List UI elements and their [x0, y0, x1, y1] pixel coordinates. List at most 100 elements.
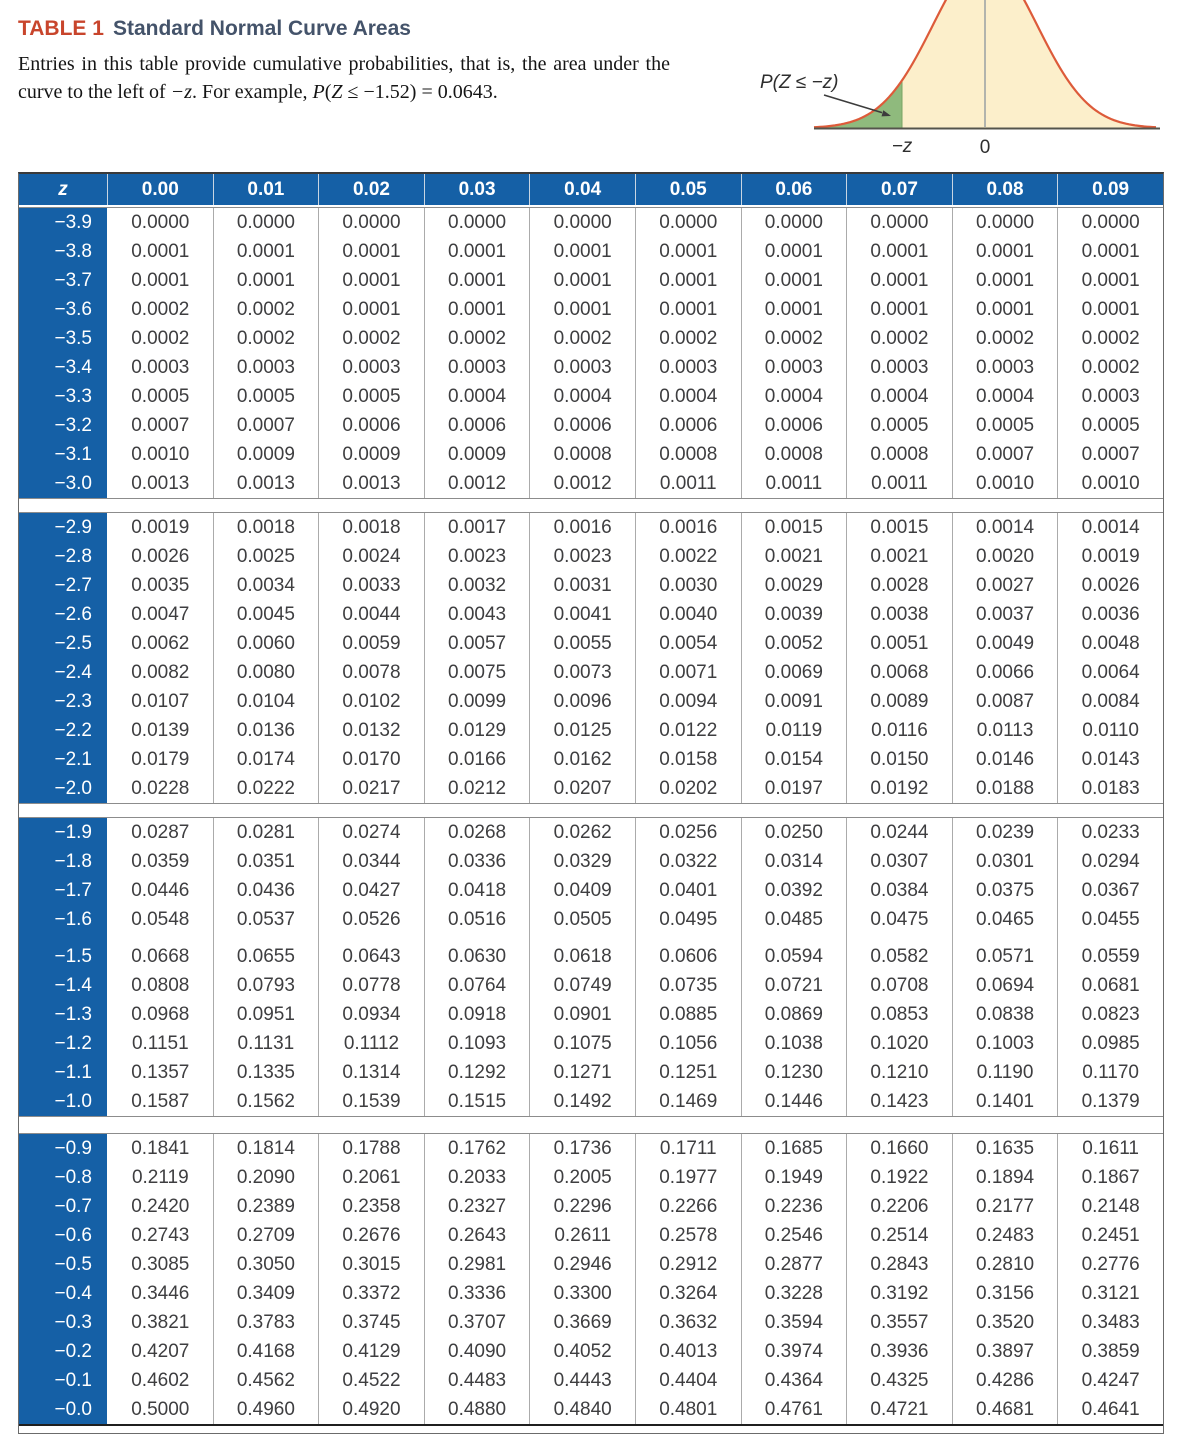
row-z-label: −1.6	[19, 905, 107, 934]
table-cell: 0.2877	[740, 1250, 847, 1279]
table-cell: 0.1075	[529, 1029, 635, 1058]
table-cell: 0.0000	[846, 208, 952, 237]
table-cell: 0.0250	[740, 818, 847, 847]
table-cell: 0.1977	[634, 1163, 741, 1192]
table-cell: 0.0001	[740, 237, 847, 266]
table-cell: 0.0080	[212, 658, 319, 687]
table-cell: 0.0006	[529, 411, 635, 440]
table-cell: 0.1003	[951, 1029, 1058, 1058]
table-cell: 0.4880	[423, 1395, 530, 1424]
table-cell: 0.4960	[212, 1395, 319, 1424]
table-cell: 0.0158	[634, 745, 741, 774]
table-cell: 0.4013	[634, 1337, 741, 1366]
table-cell: 0.4364	[740, 1366, 847, 1395]
table-cell: 0.0006	[318, 411, 424, 440]
table-cell: 0.0006	[740, 411, 847, 440]
table-cell: 0.0359	[131, 850, 190, 872]
table-cell: 0.0082	[131, 661, 190, 683]
table-cell: 0.3372	[318, 1279, 424, 1308]
annotation-arrow-head	[881, 110, 891, 117]
table-cell: 0.2327	[423, 1192, 530, 1221]
table-cell: 0.0571	[951, 942, 1058, 971]
table-cell: 0.2578	[634, 1221, 741, 1250]
table-row: −1.3 0.0968 0.0951 0.0934 0.0918 0.0901 0.0885…	[19, 1000, 1163, 1029]
table-cell: 0.2643	[423, 1221, 530, 1250]
table-description: Entries in this table provide cumulative…	[18, 50, 670, 106]
table-cell: 0.0125	[529, 716, 635, 745]
table-cell: 0.3707	[423, 1308, 530, 1337]
table-cell: 0.2981	[423, 1250, 530, 1279]
table-cell: 0.0020	[951, 542, 1058, 571]
table-cell: 0.0035	[131, 574, 190, 596]
table-cell: 0.0222	[212, 774, 319, 803]
description-segment: Z	[331, 81, 343, 103]
table-cell: 0.0170	[318, 745, 424, 774]
table-cell: 0.2005	[529, 1163, 635, 1192]
table-cell: 0.1038	[740, 1029, 847, 1058]
row-z-label: −3.0	[19, 469, 107, 498]
table-cell: 0.0078	[318, 658, 424, 687]
table-cell: 0.1562	[212, 1087, 319, 1116]
table-row: −3.2 0.0007 0.0007 0.0006 0.0006 0.0006 0.0006…	[19, 411, 1163, 440]
table-cell: 0.0004	[951, 382, 1058, 411]
table-cell: 0.0475	[846, 905, 952, 934]
table-cell: 0.4168	[212, 1337, 319, 1366]
row-z-label: −1.4	[19, 971, 107, 1000]
table-cell	[846, 934, 952, 942]
table-row: −2.9 0.0019 0.0018 0.0018 0.0017 0.0016 0.0016…	[19, 513, 1163, 542]
table-cell: 0.3520	[951, 1308, 1058, 1337]
table-cell: 0.0116	[846, 716, 952, 745]
table-cell: 0.0019	[131, 516, 190, 538]
table-row: −0.1 0.4602 0.4562 0.4522 0.4483 0.4443 0.4404…	[19, 1366, 1163, 1395]
table-cell: 0.1736	[529, 1134, 635, 1163]
table-cell: 0.3015	[318, 1250, 424, 1279]
table-cell: 0.0033	[318, 571, 424, 600]
table-cell: 0.0001	[1057, 295, 1163, 324]
table-cell: 0.0918	[423, 1000, 530, 1029]
table-cell: 0.0008	[846, 440, 952, 469]
table-cell: 0.0003	[1057, 382, 1163, 411]
table-cell: 0.0838	[951, 1000, 1058, 1029]
column-header: 0.08	[951, 174, 1058, 205]
row-z-label: −3.3	[19, 382, 107, 411]
table-cell: 0.0002	[1057, 353, 1163, 382]
table-cell: 0.3821	[131, 1311, 190, 1333]
table-cell: 0.0436	[212, 876, 319, 905]
table-cell: 0.0044	[318, 600, 424, 629]
table-cell: 0.3192	[846, 1279, 952, 1308]
table-cell: 0.1867	[1057, 1163, 1163, 1192]
table-cell: 0.0301	[951, 847, 1058, 876]
table-cell: 0.0808	[131, 974, 190, 996]
table-cell: 0.4129	[318, 1337, 424, 1366]
table-cell: 0.4090	[423, 1337, 530, 1366]
table-cell: 0.0009	[212, 440, 319, 469]
column-header: 0.00	[107, 174, 213, 205]
table-row: −2.4 0.0082 0.0080 0.0078 0.0075 0.0073 0.0071…	[19, 658, 1163, 687]
table-cell: 0.0040	[634, 600, 741, 629]
table-cell: 0.0054	[634, 629, 741, 658]
table-cell: 0.0002	[318, 324, 424, 353]
table-cell: 0.0146	[951, 745, 1058, 774]
table-cell: 0.0001	[529, 295, 635, 324]
row-z-label: −0.0	[19, 1395, 107, 1424]
table-row: −1.6 0.0548 0.0537 0.0526 0.0516 0.0505 0.0495…	[19, 905, 1163, 934]
table-cell: 0.0000	[423, 208, 530, 237]
table-cell: 0.1711	[634, 1134, 741, 1163]
x-tick-label-zero: 0	[980, 137, 991, 158]
table-cell: 0.0001	[951, 295, 1058, 324]
table-cell: 0.0197	[740, 774, 847, 803]
table-cell: 0.0012	[423, 469, 530, 498]
table-cell: 0.1660	[846, 1134, 952, 1163]
table-cell: 0.0019	[1057, 542, 1163, 571]
table-cell: 0.0087	[951, 687, 1058, 716]
table-cell: 0.2119	[131, 1166, 189, 1188]
table-cell: 0.2090	[212, 1163, 319, 1192]
table-cell: 0.0010	[951, 469, 1058, 498]
table-cell	[107, 934, 213, 942]
table-cell: 0.0005	[846, 411, 952, 440]
table-cell: 0.0016	[634, 513, 741, 542]
table-cell: 0.0029	[740, 571, 847, 600]
table-cell: 0.0002	[634, 324, 741, 353]
table-cell: 0.1814	[212, 1134, 319, 1163]
table-block: −2.9 0.0019 0.0018 0.0018 0.0017 0.0016 0.0016…	[19, 512, 1163, 804]
